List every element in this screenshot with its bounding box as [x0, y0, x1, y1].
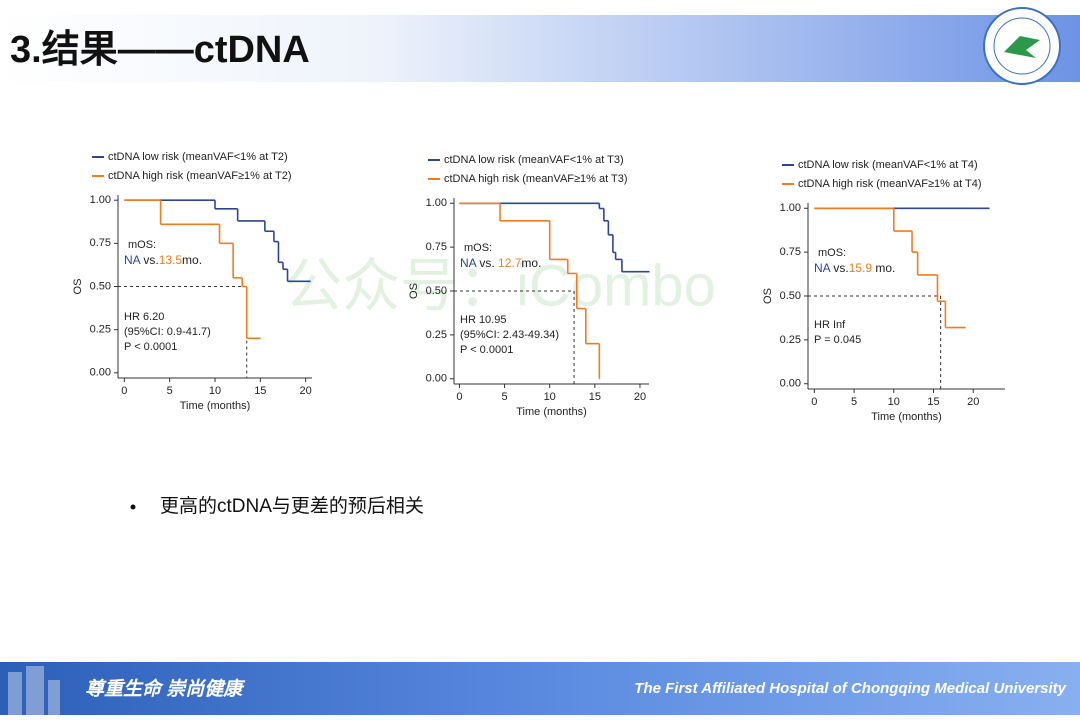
mos-part: NA [814, 261, 831, 275]
y-tick-label: 0.25 [780, 334, 801, 346]
mos-part: vs. [830, 261, 849, 275]
x-tick-label: 15 [589, 391, 601, 403]
y-tick-label: 1.00 [780, 202, 801, 214]
y-tick-label: 0.75 [426, 241, 447, 253]
bullet-text: 更高的ctDNA与更差的预后相关 [160, 495, 424, 517]
y-tick-label: 1.00 [90, 194, 111, 206]
mos-part: mo. [872, 261, 895, 275]
legend-label: ctDNA high risk (meanVAF≥1% at T2) [108, 170, 292, 182]
mos-title: mOS: [818, 247, 846, 259]
mos-part: NA [124, 253, 141, 267]
hr-annotation: P = 0.045 [814, 334, 861, 346]
legend-label: ctDNA low risk (meanVAF<1% at T2) [108, 151, 288, 163]
legend-label: ctDNA high risk (meanVAF≥1% at T4) [798, 178, 982, 190]
y-tick-label: 0.25 [426, 329, 447, 341]
x-tick-label: 5 [501, 391, 507, 403]
hr-annotation: HR 6.20 [124, 311, 164, 323]
footer-hospital: The First Affiliated Hospital of Chongqi… [634, 680, 1066, 697]
x-tick-label: 20 [300, 385, 312, 397]
y-tick-label: 0.00 [780, 378, 801, 390]
x-tick-label: 10 [544, 391, 556, 403]
y-tick-label: 0.75 [780, 246, 801, 258]
logo [983, 7, 1061, 85]
mos-part: vs. [140, 253, 159, 267]
mos-part: NA [460, 256, 477, 270]
footer-buildings [8, 666, 60, 715]
legend-label: ctDNA high risk (meanVAF≥1% at T3) [444, 173, 628, 185]
y-tick-label: 0.00 [426, 373, 447, 385]
y-tick-label: 0.25 [90, 324, 111, 336]
y-axis-label: OS [408, 283, 420, 299]
x-tick-label: 15 [254, 385, 266, 397]
x-tick-label: 0 [811, 396, 817, 408]
y-tick-label: 0.75 [90, 237, 111, 249]
mos-part: mo. [182, 253, 202, 267]
x-axis-label: Time (months) [871, 411, 942, 423]
x-tick-label: 0 [121, 385, 127, 397]
mos-part: 12.7 [495, 256, 522, 270]
y-tick-label: 0.50 [780, 290, 801, 302]
header-band [0, 15, 1080, 82]
watermark: 公众号：iCombo [284, 253, 716, 318]
x-tick-label: 10 [209, 385, 221, 397]
x-tick-label: 5 [167, 385, 173, 397]
y-tick-label: 0.00 [90, 367, 111, 379]
legend-label: ctDNA low risk (meanVAF<1% at T3) [444, 154, 624, 166]
mos-title: mOS: [464, 242, 492, 254]
mos-part: vs. [476, 256, 495, 270]
hr-annotation: P < 0.0001 [124, 341, 177, 353]
x-tick-label: 20 [967, 396, 979, 408]
x-tick-label: 20 [634, 391, 646, 403]
x-tick-label: 10 [888, 396, 900, 408]
legend-label: ctDNA low risk (meanVAF<1% at T4) [798, 159, 978, 171]
footer-motto: 尊重生命 崇尚健康 [85, 678, 246, 700]
x-axis-label: Time (months) [180, 400, 251, 412]
hr-annotation: HR 10.95 [460, 314, 506, 326]
y-axis-label: OS [762, 288, 774, 304]
footer-band [0, 662, 1080, 715]
bullet-dot [130, 504, 136, 510]
hr-annotation: HR Inf [814, 319, 846, 331]
y-axis-label: OS [72, 279, 84, 295]
mos-text: NA vs.15.9 mo. [814, 261, 895, 275]
mos-text: NA vs.13.5mo. [124, 253, 202, 267]
mos-part: 13.5 [159, 253, 183, 267]
x-tick-label: 0 [456, 391, 462, 403]
hr-annotation: (95%CI: 2.43-49.34) [460, 329, 559, 341]
y-tick-label: 1.00 [426, 197, 447, 209]
mos-part: mo. [521, 256, 541, 270]
x-tick-label: 15 [927, 396, 939, 408]
hr-annotation: (95%CI: 0.9-41.7) [124, 326, 211, 338]
slide-title: 3.结果——ctDNA [10, 29, 310, 71]
hr-annotation: P < 0.0001 [460, 344, 513, 356]
mos-part: 15.9 [849, 261, 873, 275]
mos-text: NA vs. 12.7mo. [460, 256, 541, 270]
x-tick-label: 5 [851, 396, 857, 408]
y-tick-label: 0.50 [426, 285, 447, 297]
mos-title: mOS: [128, 239, 156, 251]
y-tick-label: 0.50 [90, 280, 111, 292]
x-axis-label: Time (months) [516, 406, 587, 418]
